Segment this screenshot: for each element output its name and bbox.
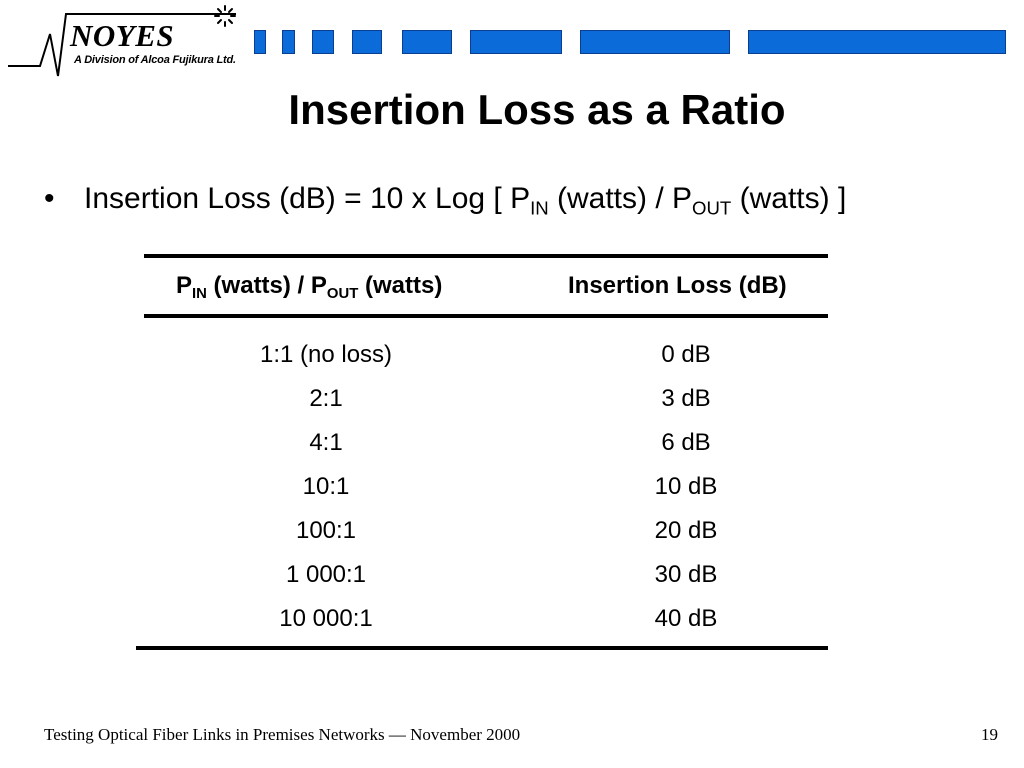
loss-cell: 20 dB <box>654 517 718 544</box>
logo-name: NOYES <box>70 18 175 53</box>
header-ratio-sub-in: IN <box>192 286 207 303</box>
formula-prefix: Insertion Loss (dB) = 10 x Log [ P <box>84 182 531 215</box>
stripe-block <box>352 30 382 54</box>
loss-cell: 30 dB <box>654 561 718 588</box>
stripe-block <box>282 30 295 54</box>
ratio-cell: 1:1 (no loss) <box>259 341 393 368</box>
stripe-block <box>470 30 562 54</box>
formula-sub-in: IN <box>530 197 549 219</box>
stripe-block <box>312 30 334 54</box>
page-number: 19 <box>981 725 998 744</box>
loss-cell: 40 dB <box>654 605 718 632</box>
ratio-cell: 10:1 <box>302 473 350 500</box>
ratio-cell: 4:1 <box>309 429 343 456</box>
header-ratio-mid: (watts) / P <box>206 272 327 299</box>
bullet-marker: • <box>44 182 55 215</box>
loss-cell: 6 dB <box>661 429 711 456</box>
footer-text: Testing Optical Fiber Links in Premises … <box>44 725 521 744</box>
header-loss: Insertion Loss (dB) <box>568 272 787 299</box>
stripe-block <box>748 30 1006 54</box>
stripe-block <box>580 30 730 54</box>
loss-cell: 0 dB <box>661 341 711 368</box>
ratio-cell: 100:1 <box>295 517 357 544</box>
formula-middle: (watts) / P <box>548 182 693 215</box>
slide-title: Insertion Loss as a Ratio <box>288 86 786 133</box>
loss-cell: 10 dB <box>654 473 718 500</box>
ratio-cell: 10 000:1 <box>279 605 373 632</box>
table-top-rule <box>144 254 828 258</box>
formula-sub-out: OUT <box>692 197 732 219</box>
logo-waveform-icon <box>8 5 236 77</box>
header-ratio-sub-out: OUT <box>326 286 359 303</box>
header-ratio-end: (watts) <box>358 272 443 299</box>
loss-cell: 3 dB <box>661 385 711 412</box>
ratio-cell: 2:1 <box>309 385 343 412</box>
logo-subtitle: A Division of Alcoa Fujikura Ltd. <box>74 54 236 66</box>
logo-starburst-icon <box>214 5 236 27</box>
table-header-rule <box>144 314 828 318</box>
stripe-block <box>402 30 452 54</box>
stripe-block <box>254 30 266 54</box>
formula-suffix: (watts) ] <box>731 182 847 215</box>
header-ratio-p: P <box>176 272 193 299</box>
formula-bullet: Insertion Loss (dB) = 10 x Log [ PIN (wa… <box>84 180 846 218</box>
header-ratio: PIN (watts) / POUT (watts) <box>176 271 443 303</box>
table-bottom-rule <box>136 646 828 650</box>
company-logo: NOYES A Division of Alcoa Fujikura Ltd. <box>0 0 250 80</box>
ratio-cell: 1 000:1 <box>285 561 367 588</box>
